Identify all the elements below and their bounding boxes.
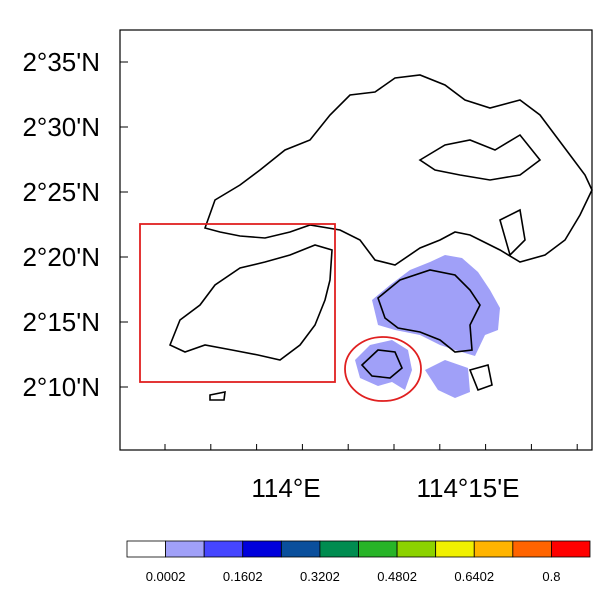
colorbar-label: 0.8 <box>542 569 560 584</box>
colorbar-box <box>551 540 591 558</box>
colorbar-label: 0.0002 <box>146 569 186 584</box>
lat-label: 2°35'N <box>22 47 100 77</box>
lat-label: 2°10'N <box>22 372 100 402</box>
colorbar-label: 0.6402 <box>454 569 494 584</box>
colorbar-box <box>280 540 321 558</box>
highlight-rect <box>139 223 336 383</box>
colorbar-box <box>165 540 205 558</box>
colorbar-box <box>242 540 282 558</box>
lat-label: 2°25'N <box>22 177 100 207</box>
colorbar-box <box>319 540 359 558</box>
colorbar-label: 0.1602 <box>223 569 263 584</box>
colorbar-label: 0.4802 <box>377 569 417 584</box>
colorbar-box <box>358 540 398 558</box>
axis-ticks <box>120 61 578 450</box>
lat-label: 2°20'N <box>22 242 100 272</box>
axis-labels: 2°35'N 2°30'N 2°25'N 2°20'N 2°15'N 2°10'N 114°… <box>22 47 519 503</box>
colorbar-box <box>203 540 244 558</box>
lon-label: 114°E <box>251 473 320 503</box>
colorbar-box <box>435 540 475 558</box>
colorbar-label: 0.3202 <box>300 569 340 584</box>
colorbar-box <box>396 540 437 558</box>
lat-label: 2°15'N <box>22 307 100 337</box>
colorbar-box <box>512 540 552 558</box>
colorbar: 0.0002 0.1602 0.3202 0.4802 0.6402 0.8 <box>126 540 591 584</box>
colorbar-box <box>473 540 514 558</box>
lat-label: 2°30'N <box>22 112 100 142</box>
precip-area <box>355 255 500 398</box>
lon-label: 114°15'E <box>416 473 519 503</box>
highlight-boxes <box>139 223 422 402</box>
coastline <box>168 74 593 401</box>
highlight-ellipse <box>344 336 422 402</box>
colorbar-box <box>126 540 166 558</box>
map-frame <box>119 29 593 451</box>
